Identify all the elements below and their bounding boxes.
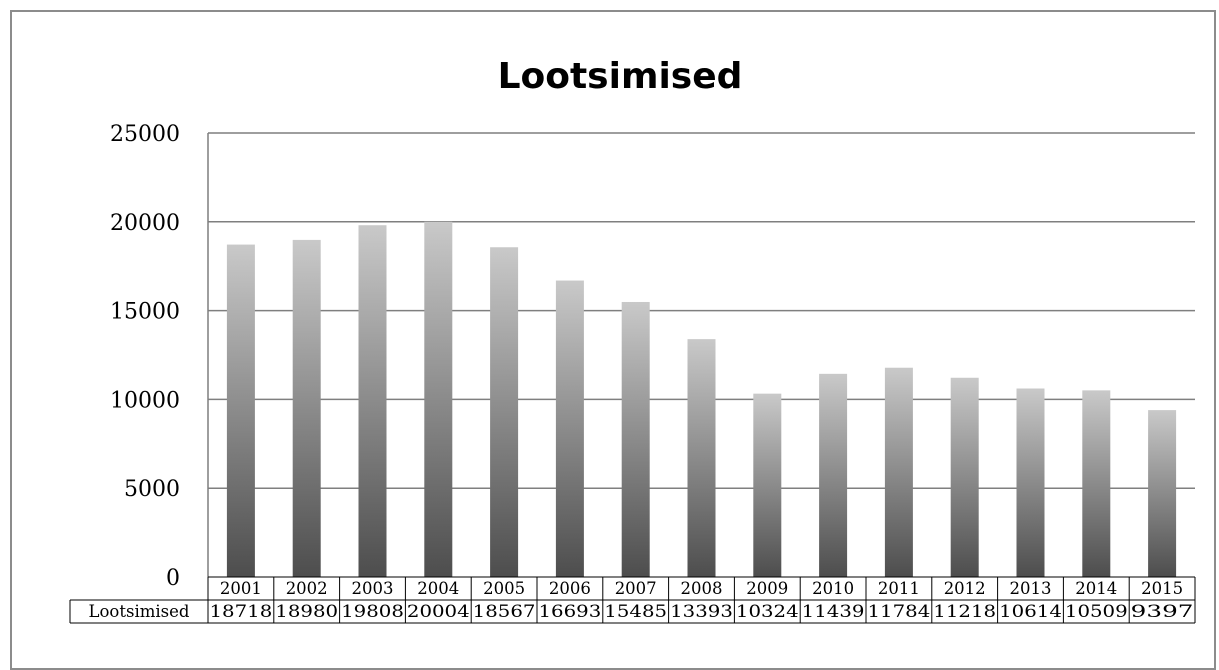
chart-frame bbox=[10, 10, 1216, 670]
bar-2008 bbox=[687, 339, 716, 577]
y-tick-label: 10000 bbox=[110, 388, 180, 413]
category-label: 2004 bbox=[417, 579, 459, 598]
bar-2013 bbox=[1016, 388, 1045, 577]
bar-chart: Lootsimised 0 5000 10000 15000 20000 25000 20… bbox=[69, 56, 1196, 624]
bar-2012 bbox=[950, 377, 979, 577]
data-label: 10509 bbox=[1065, 602, 1128, 621]
category-label: 2010 bbox=[812, 579, 854, 598]
category-label: 2012 bbox=[944, 579, 986, 598]
category-label: 2003 bbox=[352, 579, 394, 598]
data-label: 10614 bbox=[999, 602, 1062, 621]
bar-2004 bbox=[424, 221, 453, 578]
data-label: 16693 bbox=[539, 602, 602, 621]
category-label: 2009 bbox=[746, 579, 788, 598]
bar-2005 bbox=[490, 247, 519, 578]
bar-2002 bbox=[292, 239, 321, 577]
category-label: 2013 bbox=[1010, 579, 1052, 598]
y-tick-label: 25000 bbox=[110, 122, 180, 147]
y-axis-ticks: 0 5000 10000 15000 20000 25000 bbox=[110, 122, 180, 591]
category-label: 2008 bbox=[681, 579, 723, 598]
category-label: 2002 bbox=[286, 579, 328, 598]
data-label: 13393 bbox=[670, 602, 733, 621]
data-label: 20004 bbox=[407, 602, 470, 621]
data-label: 10324 bbox=[736, 602, 799, 621]
data-label: 15485 bbox=[604, 602, 667, 621]
bar-2006 bbox=[555, 280, 584, 577]
data-label: 18718 bbox=[210, 602, 273, 621]
category-label: 2001 bbox=[220, 579, 262, 598]
bar-2007 bbox=[621, 301, 650, 577]
y-tick-label: 15000 bbox=[110, 300, 180, 325]
data-label: 9397 bbox=[1131, 602, 1194, 621]
bar-2003 bbox=[358, 225, 387, 578]
data-label: 18567 bbox=[473, 602, 536, 621]
bar-2010 bbox=[819, 373, 848, 577]
bar-2015 bbox=[1148, 410, 1177, 577]
bar-2009 bbox=[753, 393, 782, 577]
category-label: 2014 bbox=[1075, 579, 1117, 598]
data-label: 11784 bbox=[868, 602, 931, 621]
category-label: 2007 bbox=[615, 579, 657, 598]
chart-title: Lootsimised bbox=[498, 56, 743, 97]
data-label: 11439 bbox=[802, 602, 865, 621]
category-label: 2011 bbox=[878, 579, 920, 598]
category-label: 2015 bbox=[1141, 579, 1183, 598]
data-label: 19808 bbox=[341, 602, 404, 621]
y-tick-label: 0 bbox=[166, 566, 180, 591]
bar-2014 bbox=[1082, 390, 1111, 577]
bar-2011 bbox=[884, 367, 913, 577]
bar-2001 bbox=[226, 244, 255, 578]
category-label: 2005 bbox=[483, 579, 525, 598]
y-tick-label: 20000 bbox=[110, 211, 180, 236]
bars bbox=[226, 221, 1177, 578]
data-label: 18980 bbox=[275, 602, 338, 621]
legend-series-name: Lootsimised bbox=[89, 602, 190, 621]
category-label: 2006 bbox=[549, 579, 591, 598]
data-label: 11218 bbox=[933, 602, 996, 621]
data-table: 2001 18718 2002 18980 2003 19808 2004 20004 2005… bbox=[69, 576, 1196, 624]
y-tick-label: 5000 bbox=[124, 477, 180, 502]
